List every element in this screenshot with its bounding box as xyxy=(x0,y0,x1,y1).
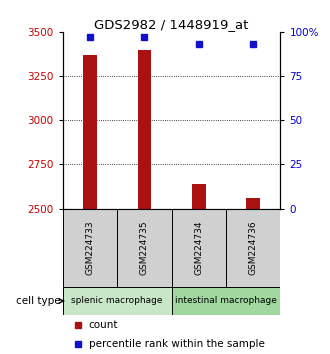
Text: count: count xyxy=(89,320,118,330)
Bar xyxy=(226,209,280,287)
Bar xyxy=(172,209,226,287)
Title: GDS2982 / 1448919_at: GDS2982 / 1448919_at xyxy=(94,18,249,31)
Text: cell type: cell type xyxy=(16,296,60,306)
Bar xyxy=(138,50,151,209)
Text: GSM224733: GSM224733 xyxy=(85,221,94,275)
Bar xyxy=(172,287,280,315)
Bar xyxy=(192,184,206,209)
Bar xyxy=(117,209,172,287)
Bar xyxy=(247,198,260,209)
Text: splenic macrophage: splenic macrophage xyxy=(71,296,163,306)
Text: GSM224734: GSM224734 xyxy=(194,221,203,275)
Text: GSM224736: GSM224736 xyxy=(249,221,258,275)
Bar xyxy=(63,209,117,287)
Text: intestinal macrophage: intestinal macrophage xyxy=(175,296,277,306)
Text: GSM224735: GSM224735 xyxy=(140,221,149,275)
Bar xyxy=(83,55,97,209)
Text: percentile rank within the sample: percentile rank within the sample xyxy=(89,339,265,349)
Bar xyxy=(63,287,172,315)
